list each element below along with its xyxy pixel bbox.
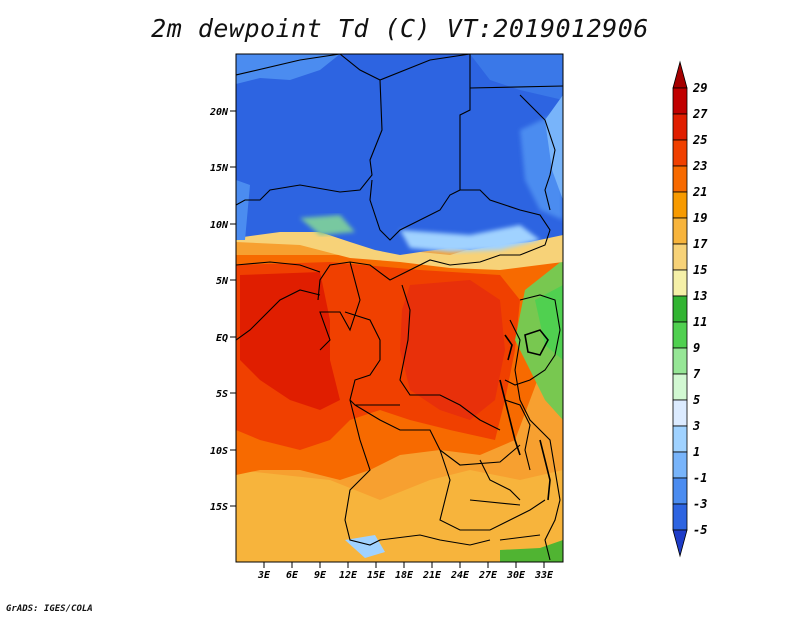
lat-label: 5S — [216, 389, 228, 400]
colorbar-label: 3 — [692, 419, 700, 433]
colorbar-segment — [672, 529, 688, 558]
colorbar-segment — [672, 243, 688, 271]
colorbar-segment — [672, 425, 688, 453]
colorbar-label: -1 — [693, 471, 707, 485]
lon-axis: 3E 6E 9E 12E 15E 18E 21E 24E 27E 30E 33E — [257, 562, 554, 581]
map-frame — [235, 53, 564, 563]
colorbar: 29 27 25 23 21 19 17 15 13 11 9 7 5 3 1 -1 -3 -5 — [672, 60, 708, 558]
colorbar-segment — [672, 321, 688, 349]
colorbar-label: 9 — [693, 341, 700, 355]
lon-label: 33E — [534, 570, 554, 581]
colorbar-segment — [672, 399, 688, 427]
colorbar-label: 11 — [693, 315, 707, 329]
colorbar-label: 15 — [693, 263, 707, 277]
colorbar-segment — [672, 87, 688, 115]
colorbar-segment — [672, 373, 688, 401]
colorbar-segment — [672, 165, 688, 193]
colorbar-segment — [672, 347, 688, 375]
lat-label: 20N — [209, 107, 229, 118]
colorbar-segment — [672, 451, 688, 479]
lon-label: 15E — [367, 570, 386, 581]
colorbar-label: 7 — [693, 367, 701, 381]
lon-label: 18E — [395, 570, 414, 581]
colorbar-label: 21 — [692, 185, 707, 199]
lon-label: 12E — [339, 570, 358, 581]
colorbar-label: 23 — [692, 159, 707, 173]
colorbar-segment — [672, 113, 688, 141]
colorbar-segment — [672, 503, 688, 531]
lon-label: 24E — [450, 570, 470, 581]
lon-label: 30E — [506, 570, 526, 581]
dewpoint-map — [236, 54, 563, 562]
lat-label: EQ — [216, 333, 228, 344]
lat-label: 15S — [210, 502, 228, 513]
lon-label: 3E — [257, 570, 271, 581]
colorbar-label: -5 — [693, 523, 707, 537]
colorbar-segment — [672, 191, 688, 219]
colorbar-label: 19 — [693, 211, 707, 225]
footer-credit: GrADS: IGES/COLA — [6, 604, 93, 614]
colorbar-label: 29 — [692, 81, 707, 95]
lon-label: 27E — [478, 570, 498, 581]
colorbar-label: 5 — [693, 393, 700, 407]
colorbar-label: -3 — [693, 497, 707, 511]
colorbar-segment — [672, 295, 688, 323]
colorbar-segment — [672, 60, 688, 89]
lon-label: 21E — [422, 570, 442, 581]
country-borders — [236, 54, 563, 561]
lat-label: 5N — [216, 276, 229, 287]
lat-axis: 20N 15N 10N 5N EQ 5S 10S 15S — [209, 107, 236, 513]
lat-label: 10N — [210, 220, 229, 231]
chart-title: 2m dewpoint Td (C) VT:2019012906 — [151, 14, 649, 43]
colorbar-label: 27 — [692, 107, 708, 121]
colorbar-segment — [672, 269, 688, 297]
lat-label: 10S — [210, 446, 228, 457]
lon-label: 6E — [286, 570, 299, 581]
colorbar-segment — [672, 139, 688, 167]
lon-label: 9E — [314, 570, 327, 581]
colorbar-segment — [672, 217, 688, 245]
colorbar-label: 13 — [693, 289, 707, 303]
colorbar-label: 17 — [693, 237, 708, 251]
colorbar-label: 1 — [693, 445, 700, 459]
colorbar-label: 25 — [692, 133, 707, 147]
lat-label: 15N — [210, 163, 229, 174]
colorbar-segment — [672, 477, 688, 505]
